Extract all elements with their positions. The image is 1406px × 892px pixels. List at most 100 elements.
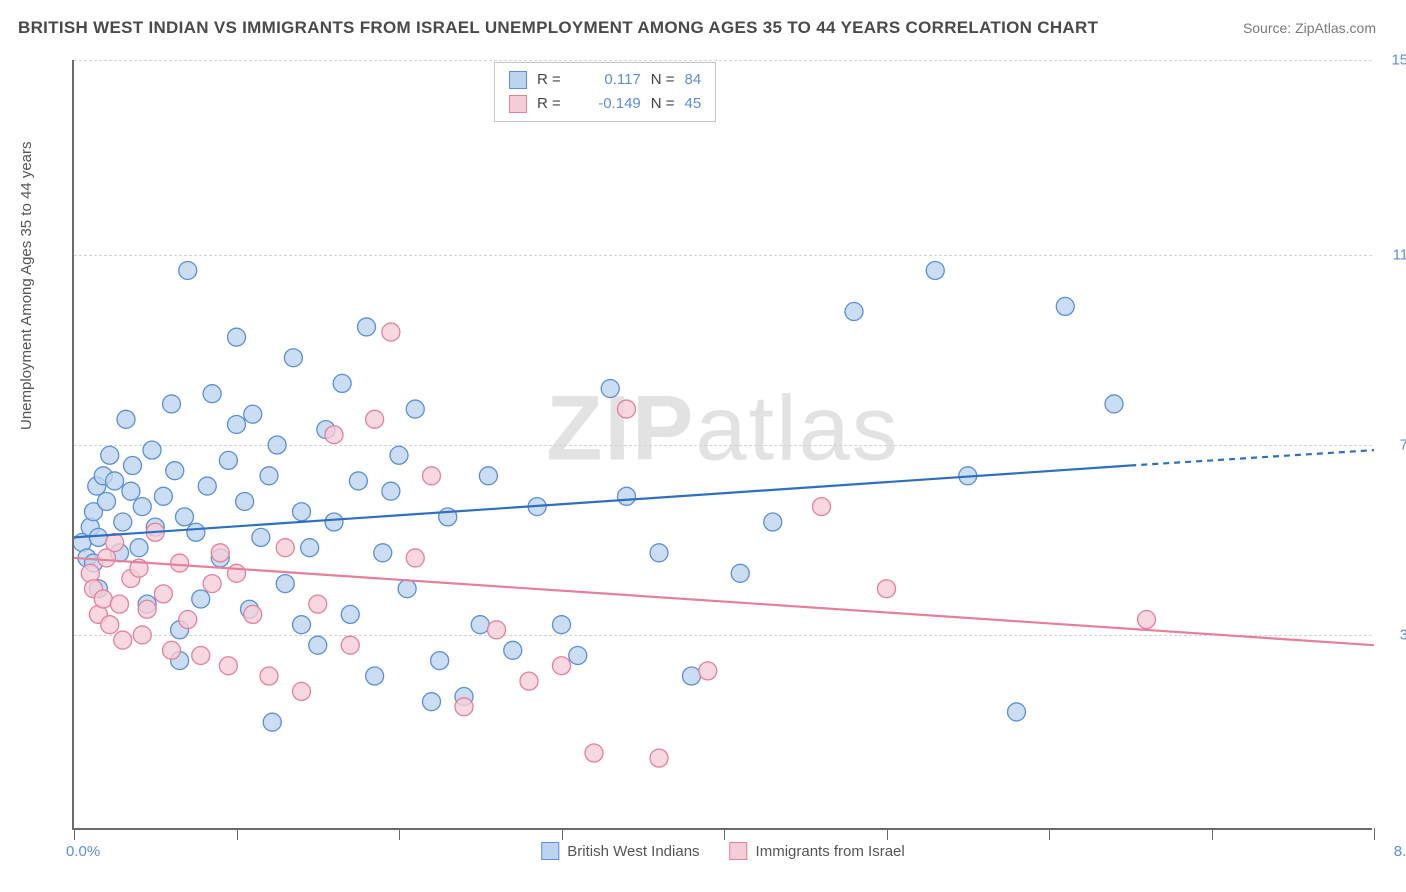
scatter-point bbox=[293, 503, 311, 521]
scatter-point bbox=[683, 667, 701, 685]
swatch-pink-icon bbox=[730, 842, 748, 860]
scatter-point bbox=[390, 446, 408, 464]
scatter-point bbox=[192, 646, 210, 664]
scatter-point bbox=[166, 462, 184, 480]
scatter-point bbox=[358, 318, 376, 336]
scatter-point bbox=[520, 672, 538, 690]
scatter-point bbox=[187, 523, 205, 541]
scatter-point bbox=[176, 508, 194, 526]
scatter-point bbox=[366, 410, 384, 428]
chart-svg bbox=[74, 60, 1374, 830]
scatter-point bbox=[260, 667, 278, 685]
scatter-point bbox=[228, 564, 246, 582]
x-axis-right-label: 8.0% bbox=[1394, 843, 1406, 860]
scatter-point bbox=[263, 713, 281, 731]
scatter-point bbox=[133, 498, 151, 516]
scatter-point bbox=[101, 616, 119, 634]
x-tick bbox=[1374, 828, 1375, 840]
chart-title: BRITISH WEST INDIAN VS IMMIGRANTS FROM I… bbox=[18, 18, 1098, 38]
scatter-point bbox=[106, 472, 124, 490]
scatter-point bbox=[179, 611, 197, 629]
scatter-point bbox=[122, 482, 140, 500]
scatter-point bbox=[431, 652, 449, 670]
scatter-point bbox=[203, 575, 221, 593]
scatter-point bbox=[111, 595, 129, 613]
scatter-point bbox=[117, 410, 135, 428]
scatter-point bbox=[1105, 395, 1123, 413]
scatter-point bbox=[333, 374, 351, 392]
scatter-point bbox=[98, 492, 116, 510]
scatter-point bbox=[479, 467, 497, 485]
scatter-point bbox=[926, 261, 944, 279]
scatter-point bbox=[878, 580, 896, 598]
scatter-point bbox=[341, 605, 359, 623]
scatter-point bbox=[154, 585, 172, 603]
scatter-point bbox=[89, 528, 107, 546]
y-tick-label: 3.8% bbox=[1400, 626, 1406, 643]
scatter-point bbox=[398, 580, 416, 598]
scatter-point bbox=[553, 616, 571, 634]
scatter-point bbox=[236, 492, 254, 510]
scatter-point bbox=[244, 605, 262, 623]
scatter-point bbox=[133, 626, 151, 644]
scatter-point bbox=[106, 534, 124, 552]
scatter-point bbox=[244, 405, 262, 423]
scatter-point bbox=[143, 441, 161, 459]
scatter-point bbox=[138, 600, 156, 618]
scatter-point bbox=[349, 472, 367, 490]
scatter-point bbox=[650, 544, 668, 562]
scatter-point bbox=[114, 513, 132, 531]
scatter-point bbox=[309, 636, 327, 654]
legend-item-pink: Immigrants from Israel bbox=[730, 842, 905, 860]
scatter-point bbox=[293, 682, 311, 700]
scatter-point bbox=[325, 513, 343, 531]
scatter-point bbox=[618, 487, 636, 505]
y-tick-label: 15.0% bbox=[1391, 52, 1406, 69]
scatter-point bbox=[813, 498, 831, 516]
scatter-point bbox=[228, 415, 246, 433]
scatter-point bbox=[341, 636, 359, 654]
scatter-point bbox=[455, 698, 473, 716]
scatter-point bbox=[268, 436, 286, 454]
scatter-point bbox=[260, 467, 278, 485]
scatter-point bbox=[1138, 611, 1156, 629]
chart-container: ZIPatlas R = 0.117 N = 84 R = -0.149 N =… bbox=[72, 60, 1372, 830]
scatter-point bbox=[163, 395, 181, 413]
scatter-point bbox=[211, 544, 229, 562]
scatter-point bbox=[406, 549, 424, 567]
scatter-point bbox=[1056, 297, 1074, 315]
scatter-point bbox=[94, 590, 112, 608]
scatter-point bbox=[219, 451, 237, 469]
scatter-point bbox=[731, 564, 749, 582]
scatter-point bbox=[203, 385, 221, 403]
scatter-point bbox=[488, 621, 506, 639]
scatter-point bbox=[382, 482, 400, 500]
scatter-point bbox=[764, 513, 782, 531]
scatter-point bbox=[130, 539, 148, 557]
legend-label-pink: Immigrants from Israel bbox=[756, 843, 905, 860]
trend-line-pink bbox=[74, 558, 1374, 645]
scatter-point bbox=[423, 693, 441, 711]
y-tick-label: 11.2% bbox=[1393, 247, 1406, 264]
legend-label-blue: British West Indians bbox=[567, 843, 699, 860]
y-tick-label: 7.5% bbox=[1400, 437, 1406, 454]
scatter-point bbox=[585, 744, 603, 762]
scatter-point bbox=[154, 487, 172, 505]
x-axis-left-label: 0.0% bbox=[66, 843, 100, 860]
trend-line-blue-dashed bbox=[1130, 450, 1374, 465]
scatter-point bbox=[276, 575, 294, 593]
scatter-point bbox=[101, 446, 119, 464]
scatter-point bbox=[650, 749, 668, 767]
trend-line-blue bbox=[74, 466, 1130, 538]
scatter-point bbox=[293, 616, 311, 634]
scatter-point bbox=[228, 328, 246, 346]
swatch-blue-icon bbox=[541, 842, 559, 860]
scatter-point bbox=[423, 467, 441, 485]
source-label: Source: ZipAtlas.com bbox=[1243, 20, 1376, 36]
bottom-legend: British West Indians Immigrants from Isr… bbox=[541, 842, 904, 860]
scatter-point bbox=[124, 457, 142, 475]
scatter-point bbox=[284, 349, 302, 367]
scatter-point bbox=[374, 544, 392, 562]
scatter-point bbox=[366, 667, 384, 685]
scatter-point bbox=[309, 595, 327, 613]
